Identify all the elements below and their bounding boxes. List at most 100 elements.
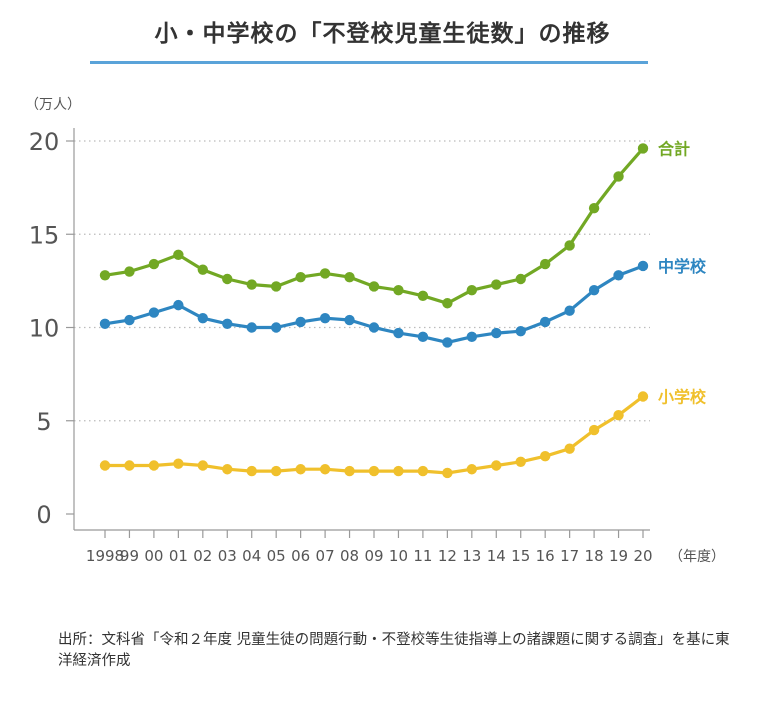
x-tick-label-12: 12 xyxy=(438,547,457,565)
series-中学校 xyxy=(99,260,649,348)
data-point-小学校-12 xyxy=(442,467,453,479)
data-point-合計-05 xyxy=(270,281,282,292)
data-point-小学校-13 xyxy=(466,464,478,475)
data-point-合計-18 xyxy=(588,202,600,214)
x-tick-label-03: 03 xyxy=(218,547,237,565)
x-tick-label-18: 18 xyxy=(585,547,604,565)
data-point-中学校-08 xyxy=(344,314,355,326)
data-point-中学校-11 xyxy=(417,331,429,343)
data-point-合計-12 xyxy=(442,298,453,309)
y-tick-label-5: 5 xyxy=(36,408,51,436)
data-point-合計-19 xyxy=(613,171,624,182)
x-tick-label-16: 16 xyxy=(536,547,555,565)
y-tick-label-15: 15 xyxy=(29,221,60,249)
data-point-小学校-05 xyxy=(270,465,282,477)
data-point-合計-09 xyxy=(368,281,380,292)
y-tick-label-10: 10 xyxy=(29,315,60,343)
data-point-小学校-15 xyxy=(515,456,526,467)
axes xyxy=(66,128,650,538)
data-point-中学校-15 xyxy=(515,326,526,337)
data-point-合計-14 xyxy=(491,279,502,290)
data-point-小学校-99 xyxy=(124,460,135,471)
x-tick-label-10: 10 xyxy=(389,547,408,565)
y-tick-labels: 0 5 10 15 20 xyxy=(29,128,60,529)
data-point-中学校-04 xyxy=(246,322,257,333)
data-point-小学校-1998 xyxy=(99,460,111,471)
data-point-小学校-09 xyxy=(368,465,380,477)
x-tick-label-04: 04 xyxy=(242,547,261,565)
data-point-合計-06 xyxy=(295,271,306,283)
x-tick-label-02: 02 xyxy=(193,547,212,565)
data-point-合計-01 xyxy=(173,249,184,260)
data-point-小学校-11 xyxy=(417,465,429,477)
x-tick-label-11: 11 xyxy=(413,547,432,565)
data-point-合計-07 xyxy=(319,268,331,279)
data-point-中学校-14 xyxy=(491,327,502,339)
x-axis-unit-label: （年度） xyxy=(669,549,725,565)
data-point-小学校-10 xyxy=(393,465,404,477)
x-tick-label-17: 17 xyxy=(560,547,579,565)
series-line-合計 xyxy=(103,146,645,305)
data-point-小学校-07 xyxy=(319,464,331,475)
data-point-中学校-05 xyxy=(270,322,282,333)
x-tick-label-07: 07 xyxy=(316,547,335,565)
data-point-小学校-03 xyxy=(222,464,233,475)
series-小学校 xyxy=(99,391,649,479)
data-point-中学校-00 xyxy=(148,307,160,318)
data-point-中学校-13 xyxy=(466,331,478,343)
title-underline xyxy=(90,61,648,64)
series-合計 xyxy=(99,143,649,309)
data-point-中学校-01 xyxy=(173,299,184,311)
data-point-合計-15 xyxy=(515,273,526,285)
data-point-合計-00 xyxy=(148,258,160,270)
data-point-小学校-06 xyxy=(295,464,306,475)
data-point-合計-17 xyxy=(564,240,575,251)
data-point-小学校-16 xyxy=(539,450,551,462)
data-point-中学校-12 xyxy=(442,337,453,348)
data-point-小学校-04 xyxy=(246,465,257,477)
x-tick-label-09: 09 xyxy=(364,547,383,565)
data-point-小学校-19 xyxy=(613,409,624,421)
y-tick-label-0: 0 xyxy=(36,501,51,529)
data-point-小学校-17 xyxy=(564,443,575,454)
data-point-小学校-08 xyxy=(344,465,355,477)
data-point-中学校-10 xyxy=(393,327,404,339)
chart-title: 小・中学校の「不登校児童生徒数」の推移 xyxy=(154,21,611,47)
data-point-中学校-16 xyxy=(539,316,551,328)
data-point-中学校-09 xyxy=(368,322,380,333)
x-tick-label-00: 00 xyxy=(144,547,163,565)
data-point-中学校-02 xyxy=(197,312,209,324)
x-tick-label-20: 20 xyxy=(633,547,652,565)
data-point-中学校-18 xyxy=(588,285,600,296)
x-tick-label-06: 06 xyxy=(291,547,310,565)
data-point-合計-02 xyxy=(197,264,209,275)
data-point-合計-99 xyxy=(124,266,135,277)
data-point-中学校-03 xyxy=(222,318,233,329)
data-point-中学校-19 xyxy=(613,270,624,281)
x-tick-label-05: 05 xyxy=(267,547,286,565)
data-point-合計-08 xyxy=(344,271,355,283)
series-lines xyxy=(99,143,649,479)
series-label-合計: 合計 xyxy=(658,139,690,158)
y-tick-label-20: 20 xyxy=(29,128,60,156)
data-point-合計-20 xyxy=(637,143,649,154)
x-tick-label-08: 08 xyxy=(340,547,359,565)
data-point-合計-13 xyxy=(466,285,478,296)
data-point-合計-11 xyxy=(417,290,429,301)
data-point-小学校-00 xyxy=(148,460,160,471)
data-point-小学校-20 xyxy=(637,391,649,402)
data-point-合計-16 xyxy=(539,258,551,270)
data-point-小学校-14 xyxy=(491,460,502,471)
x-tick-label-19: 19 xyxy=(609,547,628,565)
data-point-中学校-99 xyxy=(124,314,135,326)
y-axis-unit-label: （万人） xyxy=(25,97,81,113)
series-line-小学校 xyxy=(103,394,645,475)
x-tick-label-99: 99 xyxy=(120,547,139,565)
x-tick-label-15: 15 xyxy=(511,547,530,565)
gridlines xyxy=(74,140,650,422)
data-point-合計-10 xyxy=(393,285,404,296)
data-point-中学校-07 xyxy=(319,312,331,324)
